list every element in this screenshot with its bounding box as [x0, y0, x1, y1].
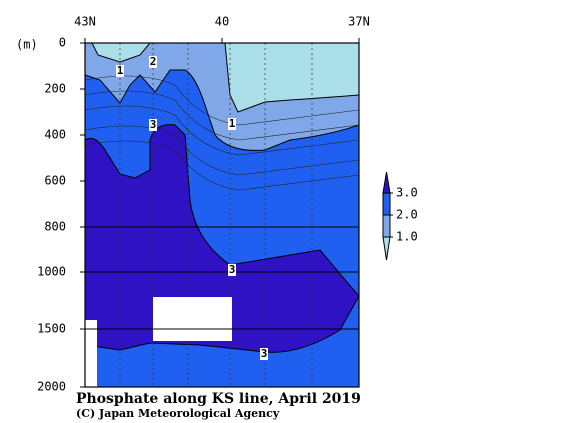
y-tick-label: 400: [44, 128, 66, 142]
missing-data: [85, 320, 97, 387]
contour-label-bg: [149, 56, 157, 68]
y-tick-label: 800: [44, 220, 66, 234]
contour-label-bg: [149, 119, 157, 131]
y-unit: (m): [16, 38, 38, 52]
y-tick-label: 0: [59, 36, 66, 50]
contour-label: 3: [229, 263, 236, 276]
contour-label: 1: [229, 117, 236, 130]
colorbar-label: 2.0: [396, 208, 418, 222]
contour-label: 3: [150, 118, 157, 131]
plot-area: [84, 42, 360, 387]
contour-label: 2: [150, 55, 157, 68]
credit: (C) Japan Meteorological Agency: [76, 407, 280, 420]
contour-line: [84, 105, 360, 156]
y-tick-label: 1000: [37, 265, 66, 279]
contour-line: [84, 140, 360, 191]
y-tick-label: 2000: [37, 380, 66, 394]
missing-data: [153, 297, 232, 341]
colorbar-segment: [382, 192, 391, 216]
y-tick-label: 600: [44, 174, 66, 188]
contour-line: [84, 90, 360, 141]
contour-line: [84, 125, 360, 176]
x-tick-label: 43N: [74, 15, 96, 29]
colorbar-segment: [382, 214, 391, 238]
x-tick-label: 37N: [348, 15, 370, 29]
y-tick-label: 200: [44, 82, 66, 96]
contour-label-bg: [228, 264, 236, 276]
colorbar-label: 1.0: [396, 230, 418, 244]
contour-label-bg: [260, 348, 268, 360]
region-above-3: [84, 124, 360, 353]
colorbar-label: 3.0: [396, 186, 418, 200]
contour-label-bg: [116, 65, 124, 77]
x-tick-label: 40: [215, 15, 229, 29]
contour-label: 1: [117, 64, 124, 77]
chart-title: Phosphate along KS line, April 2019: [76, 391, 361, 407]
colorbar-segment: [382, 236, 391, 261]
colorbar-segment: [382, 171, 391, 194]
contour-label: 3: [261, 347, 268, 360]
y-tick-label: 1500: [37, 322, 66, 336]
contour-label-bg: [228, 118, 236, 130]
